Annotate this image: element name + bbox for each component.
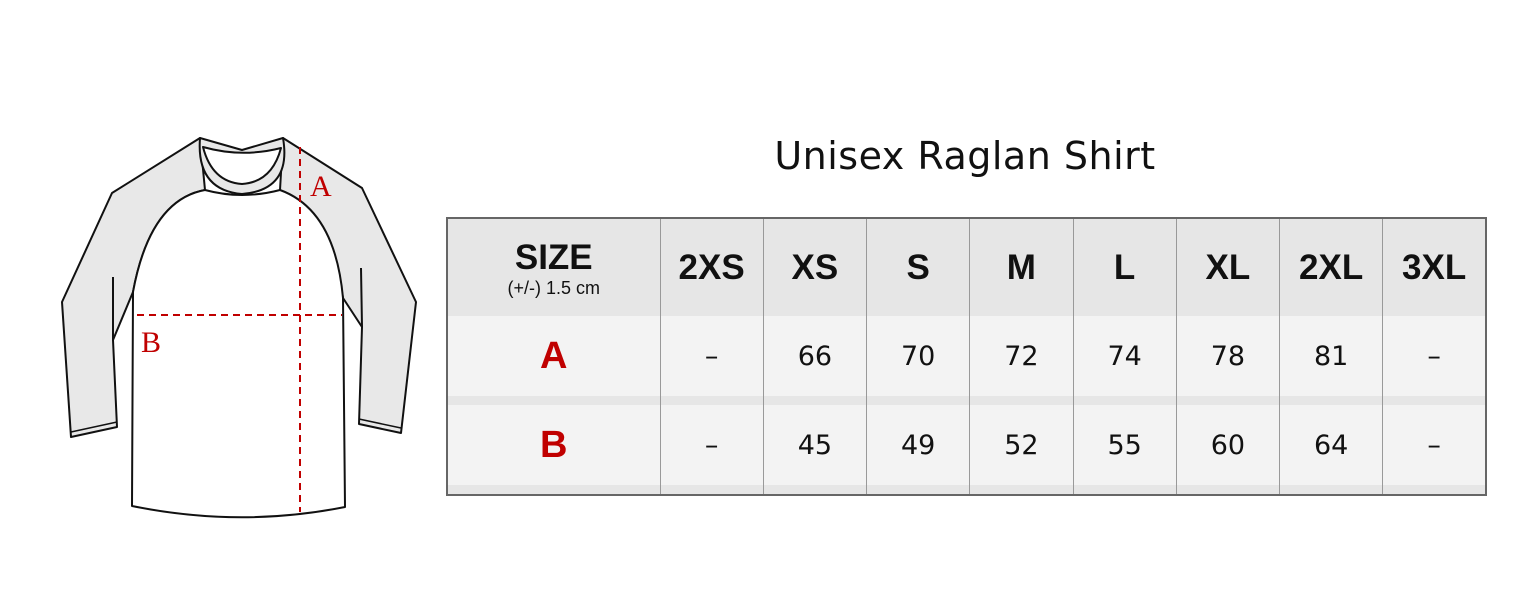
table-row-a: A – 66 70 72 74 78 81 –: [447, 316, 1486, 396]
cell: 72: [969, 316, 1073, 396]
cell: 66: [762, 316, 867, 396]
cell: 45: [762, 405, 867, 485]
cell: –: [659, 405, 764, 485]
cell: –: [1382, 405, 1486, 485]
table-row-b: B – 45 49 52 55 60 64 –: [447, 405, 1486, 485]
row-label: A: [447, 316, 660, 396]
chart-title: Unisex Raglan Shirt: [774, 134, 1156, 178]
size-col: XL: [1175, 218, 1280, 316]
cell: 55: [1072, 405, 1177, 485]
cell: 49: [865, 405, 970, 485]
size-col: S: [865, 218, 970, 316]
size-col: 2XS: [659, 218, 764, 316]
cell: 74: [1072, 316, 1177, 396]
size-col: 2XL: [1278, 218, 1383, 316]
shirt-body: [131, 189, 346, 519]
measure-label-a: A: [310, 170, 332, 203]
size-col: M: [969, 218, 1073, 316]
size-label: SIZE: [514, 237, 593, 277]
row-separator: [447, 485, 1486, 495]
row-separator: [447, 396, 1486, 405]
size-col: L: [1072, 218, 1177, 316]
cell: 70: [865, 316, 970, 396]
cell: –: [659, 316, 764, 396]
cell: 52: [969, 405, 1073, 485]
raglan-shirt-diagram: A B: [61, 137, 417, 519]
cell: –: [1382, 316, 1486, 396]
measure-label-b: B: [141, 326, 161, 359]
cell: 78: [1175, 316, 1280, 396]
size-col: XS: [762, 218, 867, 316]
cell: 60: [1175, 405, 1280, 485]
size-table: SIZE (+/-) 1.5 cm 2XS XS S M L XL 2XL 3XL…: [446, 217, 1487, 496]
cell: 64: [1278, 405, 1383, 485]
tolerance-note: (+/-) 1.5 cm: [507, 277, 600, 298]
header-row: SIZE (+/-) 1.5 cm 2XS XS S M L XL 2XL 3XL: [447, 218, 1486, 316]
size-col: 3XL: [1382, 218, 1486, 316]
cell: 81: [1278, 316, 1383, 396]
row-label: B: [447, 405, 660, 485]
size-header: SIZE (+/-) 1.5 cm: [447, 218, 660, 316]
